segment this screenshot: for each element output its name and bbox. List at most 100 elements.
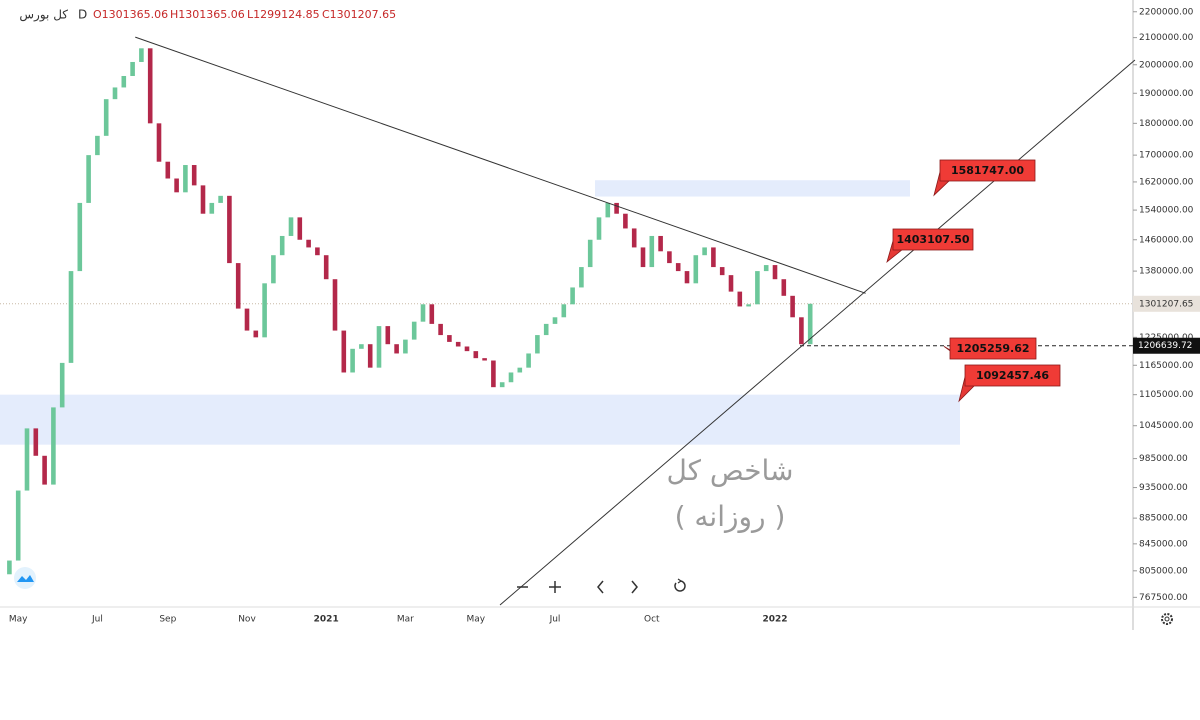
ohlc-close: C1301207.65 <box>322 8 396 21</box>
interval: D <box>78 8 87 22</box>
y-tick-label: 1380000.00 <box>1139 267 1194 277</box>
x-tick-label: Nov <box>238 615 256 625</box>
candle <box>147 48 153 124</box>
x-tick-label: Mar <box>397 615 414 625</box>
candle <box>359 344 364 349</box>
candle <box>103 99 109 136</box>
candle <box>763 265 769 272</box>
y-tick-label: 1045000.00 <box>1139 421 1194 431</box>
candle <box>438 323 443 336</box>
candle <box>235 263 241 309</box>
candle <box>570 287 575 305</box>
y-tick-label: 1460000.00 <box>1139 235 1194 245</box>
candle <box>95 135 100 156</box>
y-tick-label: 805000.00 <box>1139 566 1188 576</box>
background <box>0 0 1200 630</box>
x-tick-label: May <box>466 615 485 625</box>
candle <box>614 202 619 214</box>
y-tick-label: 1165000.00 <box>1139 361 1194 371</box>
y-tick-label: 1800000.00 <box>1139 119 1194 129</box>
candle <box>772 265 778 280</box>
zone <box>0 394 960 445</box>
candle <box>587 239 593 268</box>
candle <box>702 247 707 256</box>
candle <box>174 178 179 193</box>
settings-button[interactable] <box>1161 613 1173 625</box>
candle <box>561 304 567 318</box>
callout-label: 1205259.62 <box>956 342 1029 355</box>
candle <box>719 267 725 276</box>
candle <box>68 271 74 363</box>
scroll-left-button[interactable] <box>597 580 604 594</box>
x-tick-label: 2022 <box>762 615 787 625</box>
candle <box>684 271 690 284</box>
callout-box <box>939 159 1036 182</box>
x-tick-label: May <box>9 615 28 625</box>
candle <box>623 213 628 229</box>
candle <box>640 247 646 268</box>
candle <box>341 330 347 373</box>
candle <box>411 321 417 340</box>
logo[interactable] <box>14 567 36 589</box>
candle <box>535 335 540 354</box>
candle <box>323 255 329 280</box>
candle <box>526 353 531 368</box>
candle <box>403 339 408 354</box>
trendline <box>135 36 866 294</box>
candle <box>420 304 426 322</box>
candle <box>15 490 21 561</box>
candle <box>394 344 399 354</box>
candle <box>746 304 751 307</box>
candle <box>473 351 479 359</box>
candle <box>579 267 584 288</box>
crosshair-label: 1206639.72 <box>1138 341 1192 351</box>
candle <box>156 123 162 162</box>
candle <box>33 428 39 456</box>
candle <box>42 455 47 485</box>
candle <box>543 323 549 336</box>
candle <box>429 304 435 324</box>
ohlc-low: L1299124.85 <box>247 8 320 21</box>
candle <box>315 247 320 256</box>
candle <box>191 165 197 186</box>
reset-button[interactable] <box>674 578 686 592</box>
scroll-right-button[interactable] <box>631 580 638 594</box>
candle <box>183 165 188 193</box>
y-tick-label: 767500.00 <box>1139 593 1188 603</box>
candle <box>51 407 56 485</box>
callout-label: 1403107.50 <box>896 233 969 246</box>
candle <box>596 217 602 240</box>
watermark: ( روزانه ) <box>675 500 786 533</box>
zoom-in-button[interactable] <box>549 581 561 593</box>
candle <box>244 308 250 331</box>
y-tick-label: 885000.00 <box>1139 514 1188 524</box>
x-tick-label: Jul <box>549 615 561 625</box>
candle <box>508 372 514 383</box>
candle <box>675 263 681 272</box>
symbol-name: کل بورس <box>19 8 68 23</box>
candle <box>385 326 391 345</box>
candle <box>200 185 206 214</box>
candle <box>737 291 743 307</box>
candle <box>790 295 795 318</box>
candle <box>755 271 760 305</box>
candle <box>491 360 496 388</box>
y-tick-label: 985000.00 <box>1139 454 1188 464</box>
y-tick-label: 2000000.00 <box>1139 60 1194 70</box>
x-tick-label: Jul <box>91 615 103 625</box>
y-tick-label: 2200000.00 <box>1139 7 1194 17</box>
candle <box>262 283 267 338</box>
candle <box>121 75 127 88</box>
candle <box>728 275 734 292</box>
candle <box>130 61 135 76</box>
y-tick-label: 845000.00 <box>1139 539 1188 549</box>
trendline <box>499 59 1136 606</box>
candle <box>253 330 259 338</box>
candle <box>464 346 470 352</box>
candle <box>667 251 672 264</box>
candle <box>517 367 523 373</box>
crosshair-tag <box>1133 337 1200 354</box>
candle <box>77 202 83 272</box>
x-tick-label: Oct <box>644 615 660 625</box>
